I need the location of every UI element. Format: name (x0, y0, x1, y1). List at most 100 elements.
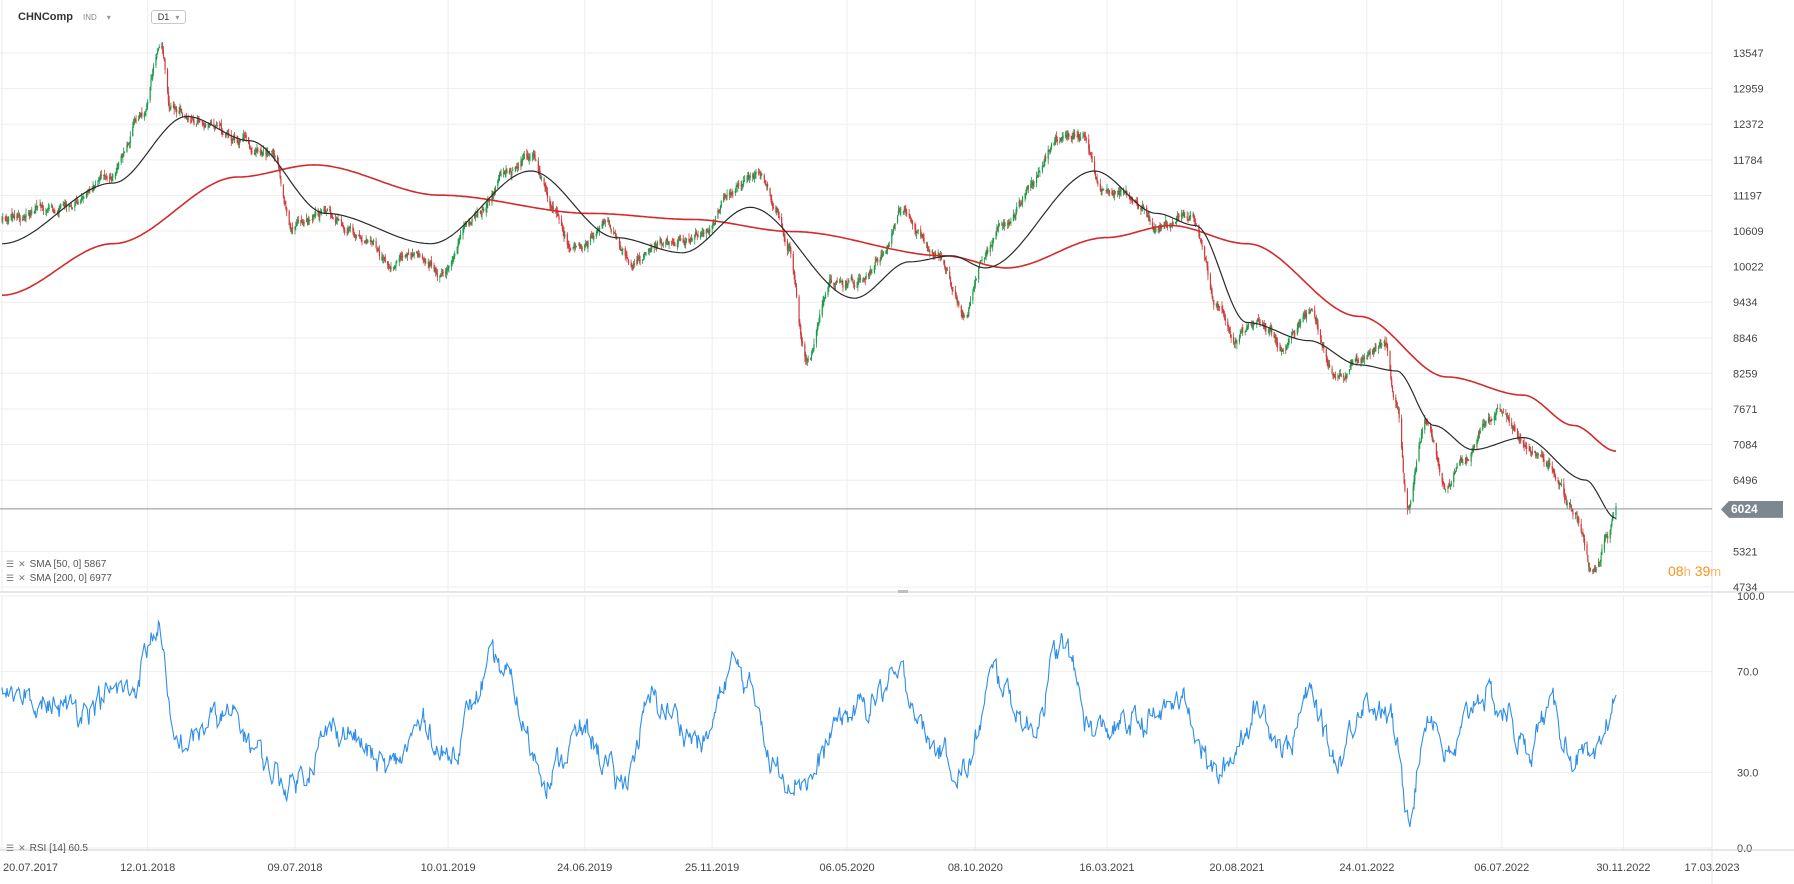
candle-body (800, 325, 802, 336)
candle-body (522, 157, 525, 160)
candle-body (1386, 344, 1389, 352)
candle-body (789, 247, 791, 248)
legend-rsi[interactable]: ☰ ✕ RSI [14] 60.5 (6, 843, 88, 854)
candle-body (1305, 312, 1308, 319)
candle-body (1178, 215, 1180, 217)
candle-body (265, 150, 267, 155)
candle-body (377, 249, 379, 251)
candle-body (363, 240, 366, 242)
candle-body (1292, 332, 1294, 334)
settings-icon[interactable]: ☰ (6, 559, 15, 569)
candle-body (399, 256, 401, 259)
candle-body (203, 124, 205, 127)
candle-body (1600, 555, 1602, 562)
candle-body (1511, 426, 1514, 429)
candle-body (1050, 143, 1053, 148)
candle-body (852, 278, 854, 283)
price-tick-label: 11197 (1733, 190, 1762, 202)
candle-body (915, 233, 918, 235)
candle-body (894, 223, 896, 230)
candle-body (604, 221, 606, 223)
candle-body (702, 232, 704, 234)
close-icon[interactable]: ✕ (18, 843, 26, 853)
candle-body (70, 206, 73, 208)
candle-body (476, 211, 478, 216)
time-tick-label: 12.01.2018 (120, 862, 175, 874)
candle-body (1558, 480, 1560, 485)
candle-body (259, 151, 261, 153)
candle-body (1207, 266, 1209, 276)
candle-body (70, 205, 72, 207)
candle-body (315, 212, 317, 216)
close-icon[interactable]: ✕ (18, 573, 26, 583)
candle-body (1308, 312, 1310, 314)
candle-body (903, 209, 905, 214)
candle-body (538, 170, 540, 172)
candle-body (192, 118, 194, 121)
candle-body (520, 160, 522, 168)
legend-sma50[interactable]: ☰ ✕ SMA [50, 0] 5867 (6, 559, 106, 570)
candle-body (827, 287, 829, 296)
settings-icon[interactable]: ☰ (6, 843, 15, 853)
candle-body (1299, 322, 1301, 325)
candle-body (1084, 135, 1086, 137)
symbol-name[interactable]: CHNComp (18, 11, 73, 23)
rsi-tick-label: 100.0 (1737, 591, 1765, 603)
candle-body (1033, 181, 1035, 183)
candle-body (12, 216, 14, 218)
candle-body (1090, 154, 1092, 157)
legend-sma200[interactable]: ☰ ✕ SMA [200, 0] 6977 (6, 573, 112, 584)
candle-body (654, 243, 656, 245)
candle-body (54, 212, 56, 214)
candle-body (643, 254, 645, 259)
pane-resize-handle[interactable] (898, 590, 908, 593)
candle-body (134, 118, 136, 121)
candle-body (482, 209, 484, 211)
candle-body (1514, 426, 1516, 431)
candle-body (1396, 403, 1398, 407)
candle-body (176, 109, 178, 113)
candle-body (1016, 206, 1018, 213)
candle-body (696, 234, 698, 236)
candle-body (249, 147, 251, 150)
candle-body (1303, 314, 1305, 317)
candle-body (135, 120, 137, 122)
price-tick-label: 11784 (1733, 155, 1763, 167)
candle-body (616, 238, 618, 239)
candle-body (137, 119, 140, 121)
candle-body (1262, 326, 1264, 327)
candle-body (601, 223, 603, 227)
candle-body (819, 314, 821, 323)
candle-body (1598, 561, 1600, 567)
candle-body (1374, 346, 1376, 351)
candle-body (1350, 363, 1352, 365)
candle-body (1437, 457, 1439, 462)
chevron-down-icon[interactable]: ▾ (106, 12, 111, 22)
candle-body (1383, 341, 1385, 343)
candle-body (980, 260, 982, 262)
candle-body (1054, 139, 1056, 145)
candle-body (1279, 347, 1281, 348)
candle-body (1380, 343, 1382, 345)
candle-body (157, 51, 159, 55)
candle-body (589, 236, 592, 243)
price-tick-label: 8259 (1733, 368, 1757, 380)
candle-body (1062, 136, 1064, 139)
close-icon[interactable]: ✕ (18, 559, 26, 569)
settings-icon[interactable]: ☰ (6, 573, 15, 583)
candle-body (1112, 193, 1115, 196)
candle-body (1360, 358, 1362, 364)
candle-body (1489, 419, 1491, 421)
candle-body (1449, 485, 1452, 486)
candle-body (736, 185, 738, 188)
timeframe-selector[interactable]: D1 ▾ (150, 10, 187, 24)
candle-body (349, 226, 352, 229)
candle-body (221, 129, 223, 134)
candle-body (821, 304, 823, 316)
candle-body (1247, 326, 1249, 328)
candle-body (1575, 513, 1577, 515)
candle-body (1421, 429, 1423, 435)
candle-body (1524, 445, 1526, 447)
rsi-label: RSI [14] 60.5 (29, 843, 88, 854)
